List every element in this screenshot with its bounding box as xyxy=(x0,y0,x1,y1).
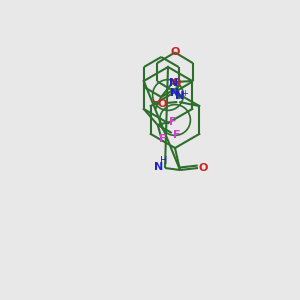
Text: O: O xyxy=(172,78,181,88)
Text: O: O xyxy=(158,99,167,109)
Text: F: F xyxy=(159,134,166,144)
Text: N: N xyxy=(170,88,180,98)
Text: −: − xyxy=(151,97,160,107)
Text: O: O xyxy=(170,47,180,57)
Text: N: N xyxy=(169,78,178,88)
Text: H: H xyxy=(160,156,168,166)
Text: N: N xyxy=(175,91,184,101)
Text: N: N xyxy=(154,162,163,172)
Text: F: F xyxy=(173,130,181,140)
Text: +: + xyxy=(181,89,188,98)
Text: O: O xyxy=(198,163,208,173)
Text: F: F xyxy=(169,117,176,127)
